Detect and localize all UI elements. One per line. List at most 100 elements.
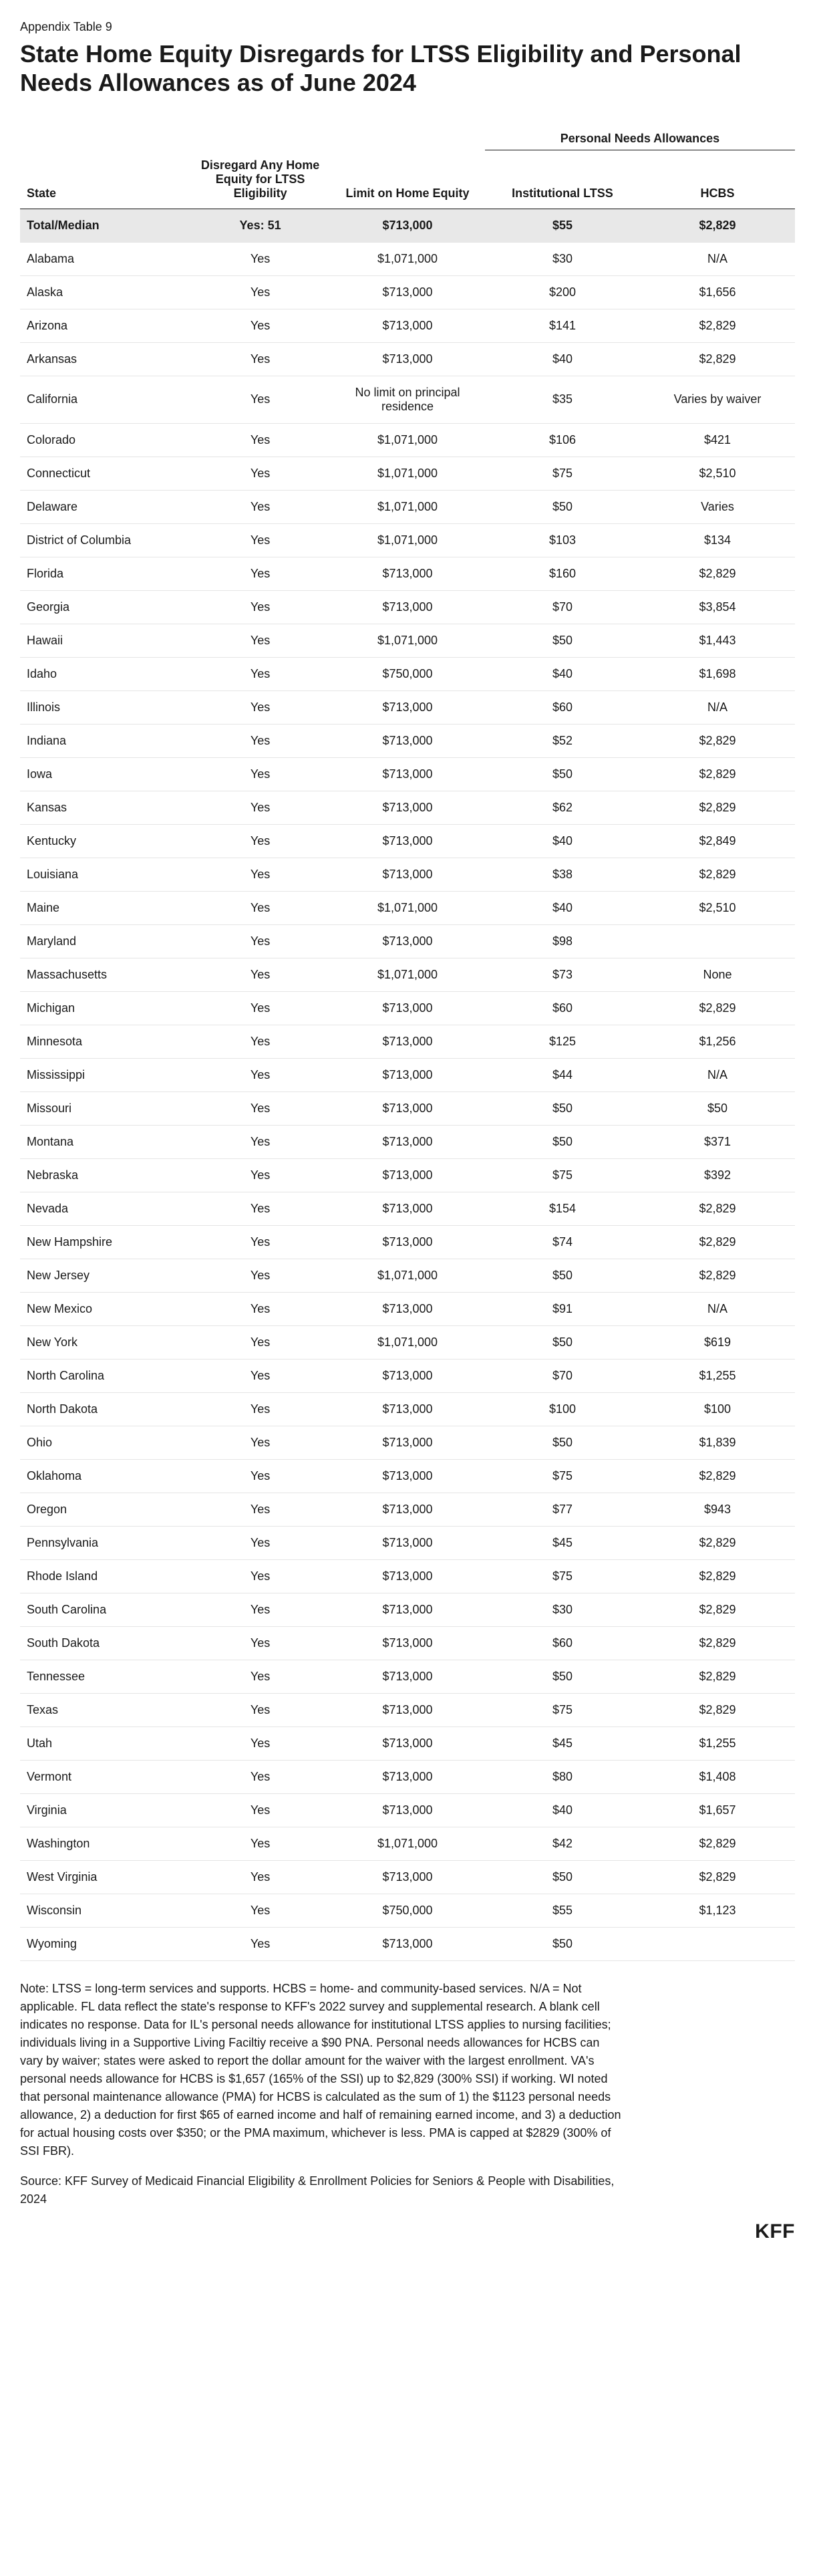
table-row: ColoradoYes$1,071,000$106$421 — [20, 423, 795, 457]
cell-institutional: $40 — [485, 657, 640, 690]
table-row: District of ColumbiaYes$1,071,000$103$13… — [20, 523, 795, 557]
cell-institutional: $60 — [485, 1626, 640, 1660]
cell-hcbs: $2,510 — [640, 457, 795, 490]
cell-limit: $713,000 — [330, 1392, 485, 1426]
cell-hcbs: $1,656 — [640, 275, 795, 309]
cell-disregard: Yes — [190, 557, 330, 590]
cell-institutional: $75 — [485, 1693, 640, 1726]
cell-limit: $1,071,000 — [330, 242, 485, 275]
cell-institutional: $60 — [485, 690, 640, 724]
source-text: Source: KFF Survey of Medicaid Financial… — [20, 2172, 621, 2208]
cell-institutional: $50 — [485, 1660, 640, 1693]
cell-institutional: $40 — [485, 824, 640, 858]
col-hcbs: HCBS — [640, 150, 795, 209]
cell-disregard: Yes: 51 — [190, 209, 330, 242]
cell-hcbs: $2,829 — [640, 309, 795, 342]
table-row: DelawareYes$1,071,000$50Varies — [20, 490, 795, 523]
cell-hcbs: $1,123 — [640, 1894, 795, 1927]
cell-state: Hawaii — [20, 624, 190, 657]
cell-hcbs: $2,829 — [640, 791, 795, 824]
table-row: OhioYes$713,000$50$1,839 — [20, 1426, 795, 1459]
cell-hcbs: $943 — [640, 1493, 795, 1526]
table-row: TennesseeYes$713,000$50$2,829 — [20, 1660, 795, 1693]
table-row: NevadaYes$713,000$154$2,829 — [20, 1192, 795, 1225]
cell-state: Michigan — [20, 991, 190, 1025]
cell-state: South Carolina — [20, 1593, 190, 1626]
cell-state: Massachusetts — [20, 958, 190, 991]
cell-institutional: $80 — [485, 1760, 640, 1793]
cell-limit: $713,000 — [330, 209, 485, 242]
cell-disregard: Yes — [190, 1091, 330, 1125]
cell-disregard: Yes — [190, 1793, 330, 1827]
cell-state: Connecticut — [20, 457, 190, 490]
cell-hcbs: $2,829 — [640, 858, 795, 891]
cell-institutional: $38 — [485, 858, 640, 891]
cell-limit: $713,000 — [330, 1927, 485, 1960]
cell-state: Total/Median — [20, 209, 190, 242]
cell-hcbs: $2,829 — [640, 991, 795, 1025]
cell-hcbs: $2,829 — [640, 1660, 795, 1693]
cell-state: Indiana — [20, 724, 190, 757]
cell-institutional: $45 — [485, 1726, 640, 1760]
cell-disregard: Yes — [190, 376, 330, 423]
cell-disregard: Yes — [190, 991, 330, 1025]
cell-state: Florida — [20, 557, 190, 590]
cell-institutional: $103 — [485, 523, 640, 557]
cell-state: California — [20, 376, 190, 423]
cell-limit: $750,000 — [330, 657, 485, 690]
cell-limit: $713,000 — [330, 1292, 485, 1325]
cell-hcbs: $619 — [640, 1325, 795, 1359]
cell-institutional: $70 — [485, 1359, 640, 1392]
cell-limit: $713,000 — [330, 1091, 485, 1125]
data-table: Personal Needs Allowances State Disregar… — [20, 124, 795, 1961]
cell-institutional: $30 — [485, 1593, 640, 1626]
cell-hcbs: $1,839 — [640, 1426, 795, 1459]
cell-state: Minnesota — [20, 1025, 190, 1058]
cell-institutional: $62 — [485, 791, 640, 824]
cell-limit: $713,000 — [330, 1225, 485, 1259]
cell-state: Louisiana — [20, 858, 190, 891]
cell-state: Nebraska — [20, 1158, 190, 1192]
cell-disregard: Yes — [190, 1125, 330, 1158]
table-row: AlabamaYes$1,071,000$30N/A — [20, 242, 795, 275]
cell-state: North Dakota — [20, 1392, 190, 1426]
cell-hcbs: N/A — [640, 690, 795, 724]
cell-state: South Dakota — [20, 1626, 190, 1660]
cell-state: Colorado — [20, 423, 190, 457]
cell-hcbs: $1,408 — [640, 1760, 795, 1793]
cell-hcbs: $100 — [640, 1392, 795, 1426]
cell-hcbs: $371 — [640, 1125, 795, 1158]
cell-hcbs: $2,829 — [640, 1459, 795, 1493]
cell-hcbs: $1,443 — [640, 624, 795, 657]
cell-limit: $713,000 — [330, 924, 485, 958]
cell-institutional: $100 — [485, 1392, 640, 1426]
cell-state: Kentucky — [20, 824, 190, 858]
cell-disregard: Yes — [190, 1626, 330, 1660]
cell-state: West Virginia — [20, 1860, 190, 1894]
spacer-header — [20, 124, 190, 150]
cell-institutional: $125 — [485, 1025, 640, 1058]
cell-state: Ohio — [20, 1426, 190, 1459]
cell-limit: $713,000 — [330, 1593, 485, 1626]
cell-hcbs: $2,829 — [640, 1259, 795, 1292]
cell-hcbs: $2,829 — [640, 1860, 795, 1894]
cell-disregard: Yes — [190, 1760, 330, 1793]
cell-limit: $713,000 — [330, 1626, 485, 1660]
cell-hcbs: $2,829 — [640, 1192, 795, 1225]
cell-disregard: Yes — [190, 1025, 330, 1058]
table-row: MontanaYes$713,000$50$371 — [20, 1125, 795, 1158]
cell-hcbs: $2,829 — [640, 724, 795, 757]
cell-disregard: Yes — [190, 958, 330, 991]
cell-institutional: $42 — [485, 1827, 640, 1860]
cell-disregard: Yes — [190, 275, 330, 309]
cell-state: Nevada — [20, 1192, 190, 1225]
cell-limit: $1,071,000 — [330, 490, 485, 523]
cell-institutional: $73 — [485, 958, 640, 991]
cell-disregard: Yes — [190, 1426, 330, 1459]
table-row: OregonYes$713,000$77$943 — [20, 1493, 795, 1526]
cell-disregard: Yes — [190, 590, 330, 624]
cell-limit: $713,000 — [330, 1693, 485, 1726]
cell-disregard: Yes — [190, 1726, 330, 1760]
cell-hcbs — [640, 924, 795, 958]
cell-institutional: $75 — [485, 457, 640, 490]
